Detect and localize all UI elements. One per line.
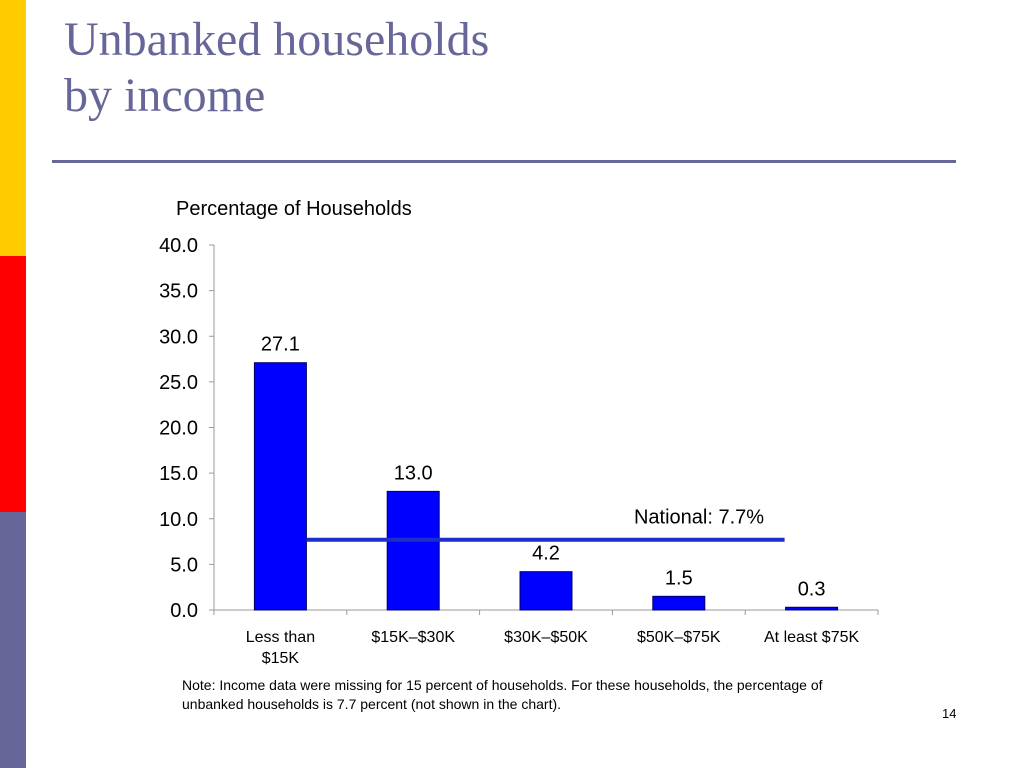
bar	[652, 595, 706, 611]
chart-note: Note: Income data were missing for 15 pe…	[182, 677, 823, 712]
accent-bar-red	[0, 256, 26, 512]
slide-title: Unbanked households by income	[64, 12, 489, 124]
y-tick-label: 0.0	[170, 600, 198, 622]
slide-number: 14	[942, 706, 957, 721]
x-tick-label: $30K–$50K	[504, 629, 588, 646]
bar	[253, 362, 307, 611]
x-tick-label: $15K–$30K	[371, 629, 455, 646]
y-axis-title: Percentage of Households	[176, 198, 412, 220]
title-divider	[52, 160, 956, 163]
x-tick-label: $50K–$75K	[637, 629, 721, 646]
national-average-label: National: 7.7%	[634, 507, 764, 529]
slide-title-line-2: by income	[64, 69, 266, 122]
y-tick-label: 15.0	[159, 463, 198, 485]
accent-bar-slate	[0, 512, 26, 768]
data-label: 1.5	[665, 567, 693, 589]
accent-bar-yellow	[0, 0, 26, 256]
data-label: 0.3	[798, 578, 826, 600]
data-label: 27.1	[261, 334, 300, 356]
y-tick-label: 5.0	[170, 554, 198, 576]
bar	[519, 571, 573, 611]
x-tick-label: Less than	[246, 629, 315, 646]
y-tick-label: 35.0	[159, 281, 198, 303]
x-tick-label: At least $75K	[764, 629, 860, 646]
y-tick-label: 30.0	[159, 326, 198, 348]
y-tick-label: 25.0	[159, 372, 198, 394]
y-tick-label: 10.0	[159, 509, 198, 531]
bar	[386, 490, 440, 611]
x-tick-label: $15K	[262, 650, 300, 667]
y-tick-label: 40.0	[159, 235, 198, 257]
y-tick-label: 20.0	[159, 418, 198, 440]
slide-title-line-1: Unbanked households	[64, 13, 490, 66]
data-label: 13.0	[394, 462, 433, 484]
bar	[785, 606, 839, 611]
data-label: 4.2	[532, 543, 560, 565]
